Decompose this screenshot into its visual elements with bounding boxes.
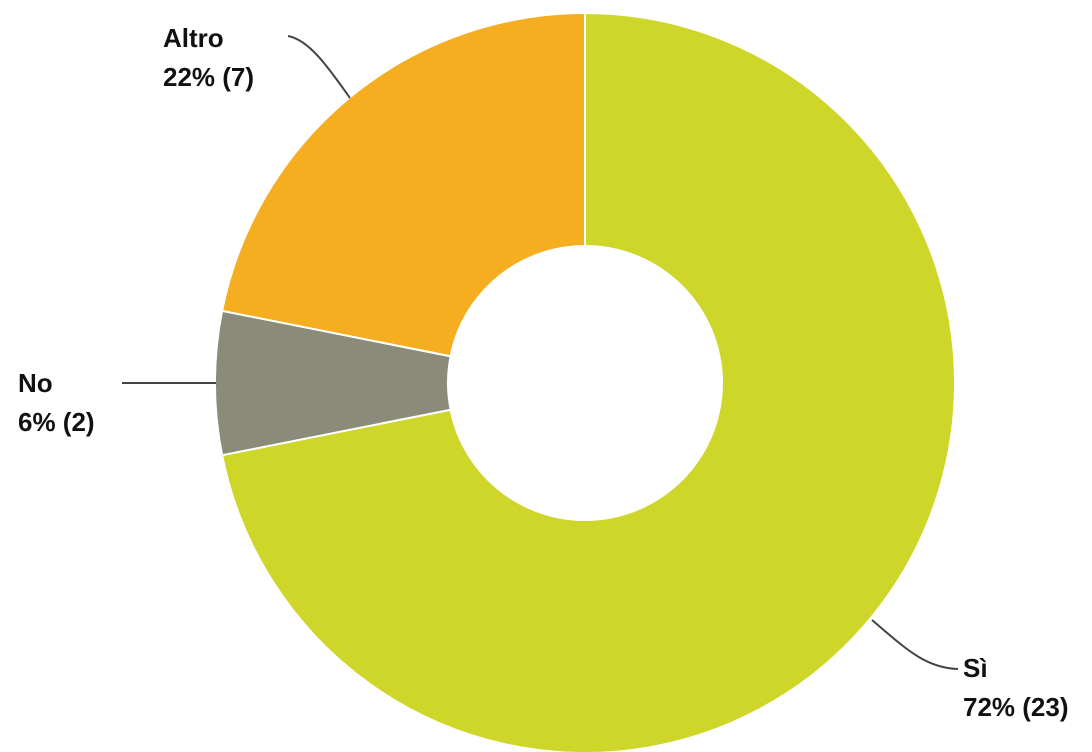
leader-line-altro bbox=[287, 35, 351, 99]
label-altro-name: Altro bbox=[163, 23, 224, 53]
label-si-value: 72% (23) bbox=[963, 692, 1069, 722]
slice-s bbox=[220, 11, 956, 752]
leader-line-si bbox=[871, 619, 959, 670]
leader-lines bbox=[122, 35, 959, 670]
label-no-value: 6% (2) bbox=[18, 407, 95, 437]
label-si-name: Sì bbox=[963, 653, 988, 683]
label-no: No 6% (2) bbox=[18, 368, 95, 437]
slice-altro bbox=[220, 11, 586, 358]
label-altro-value: 22% (7) bbox=[163, 62, 254, 92]
label-altro: Altro 22% (7) bbox=[163, 23, 254, 92]
label-si: Sì 72% (23) bbox=[963, 653, 1069, 722]
label-no-name: No bbox=[18, 368, 53, 398]
slices-layer bbox=[213, 11, 956, 752]
